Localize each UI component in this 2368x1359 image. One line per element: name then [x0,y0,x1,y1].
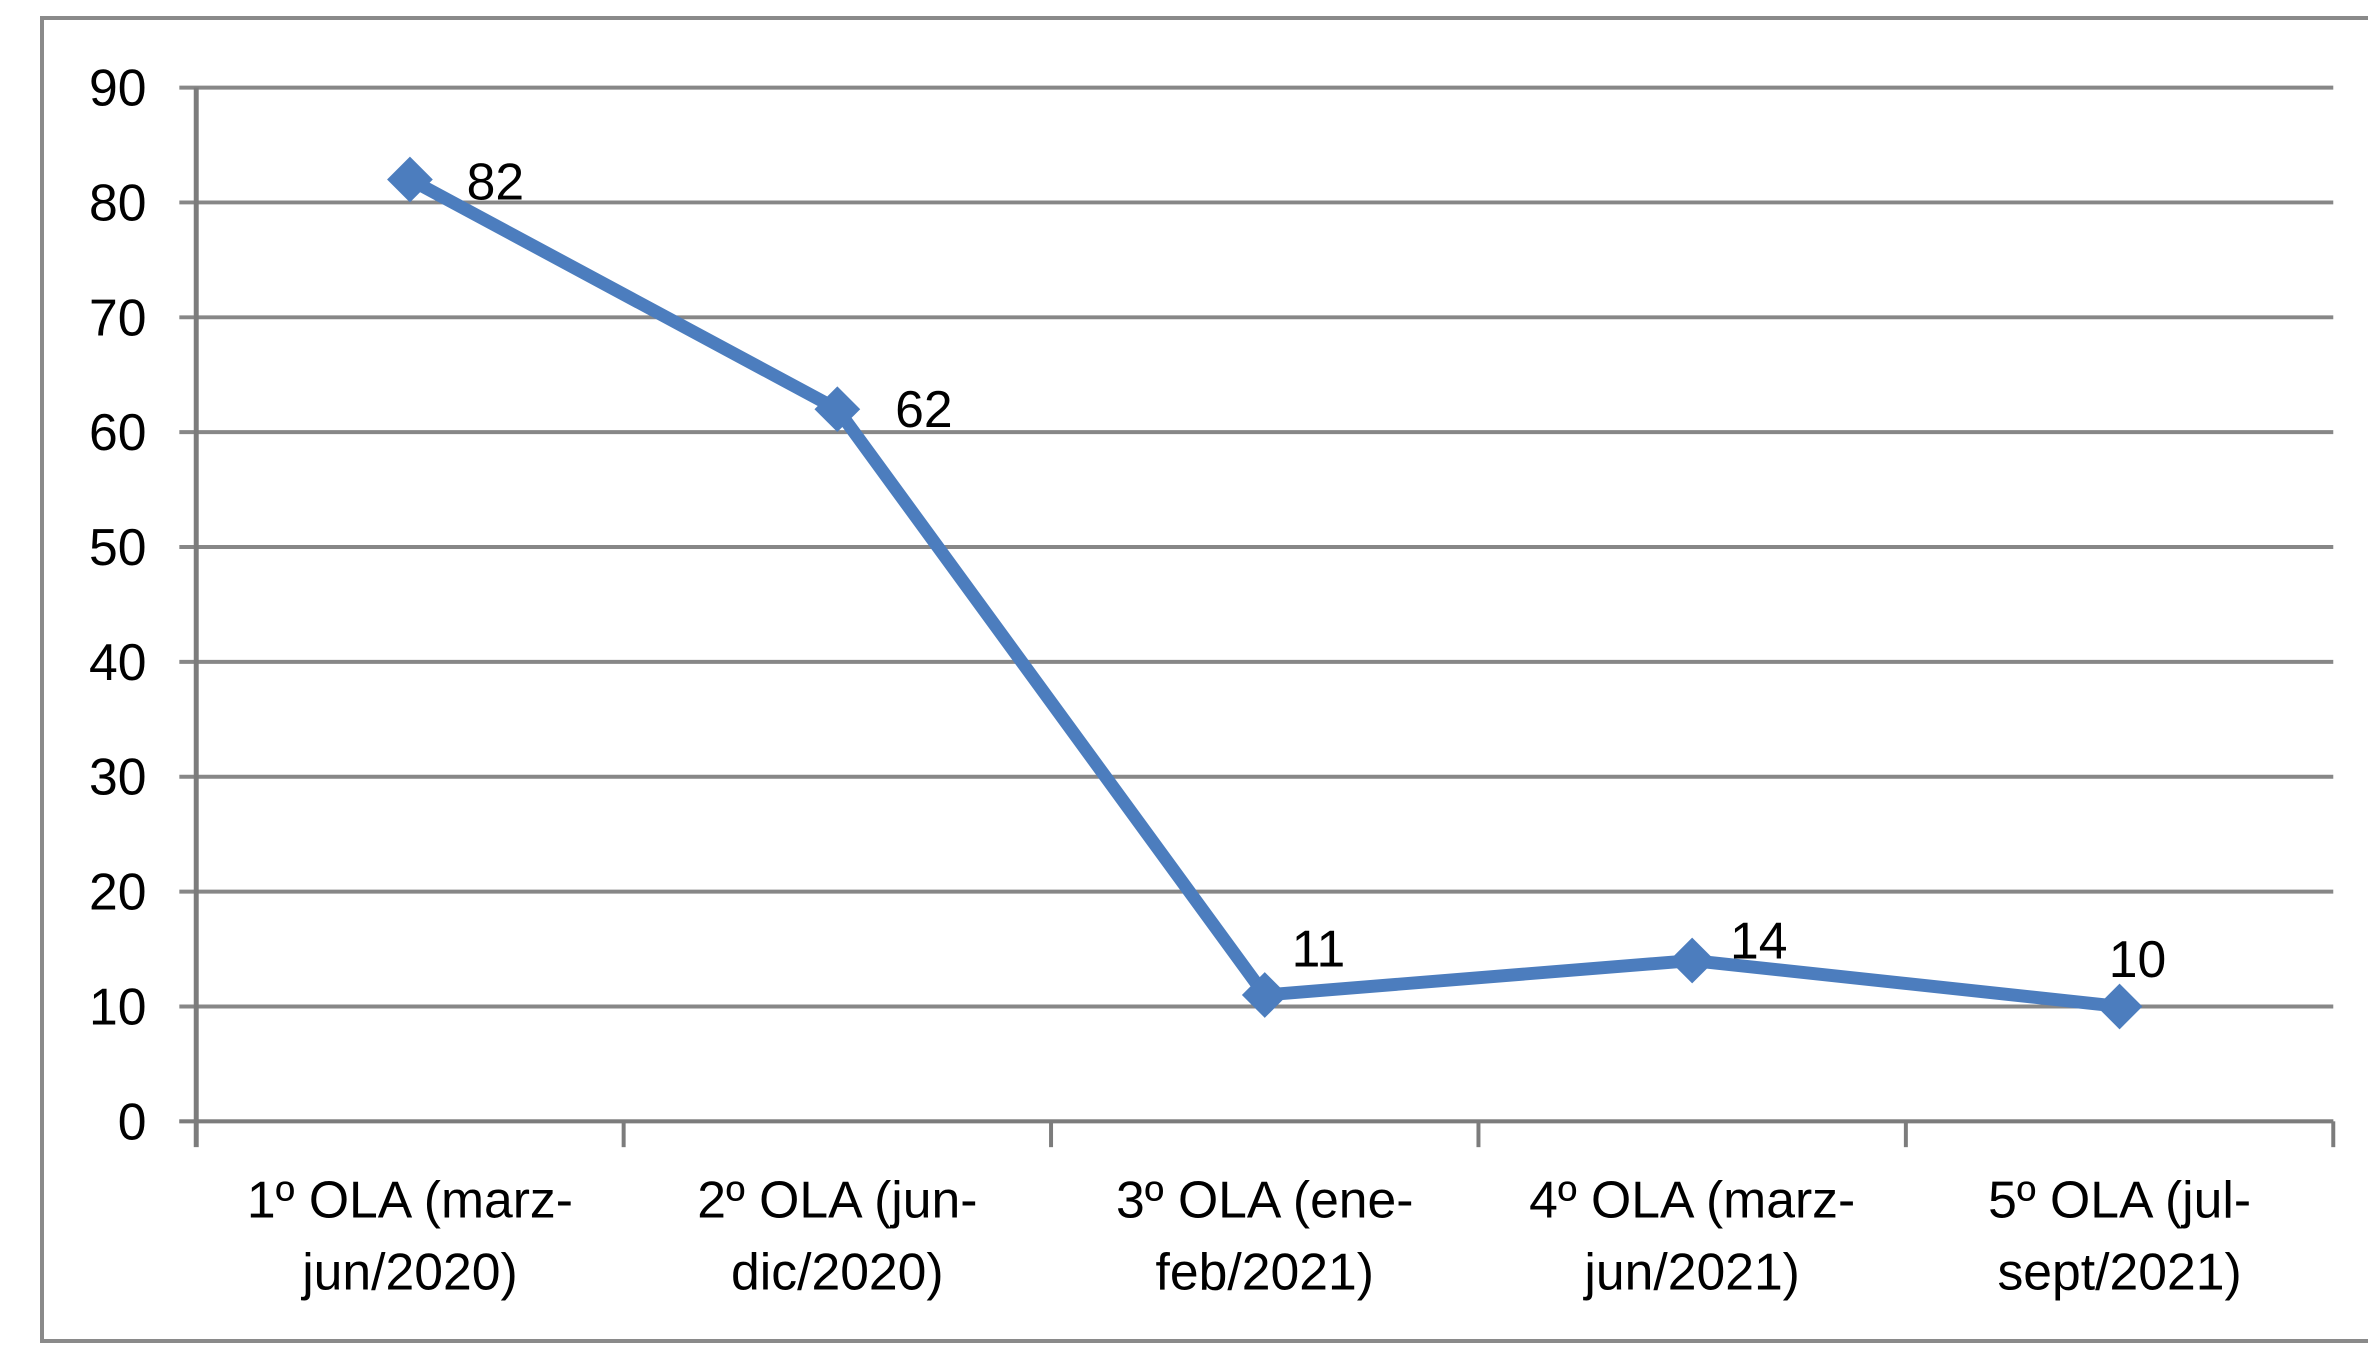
data-point-marker [2096,983,2143,1030]
y-axis-tick-label: 20 [89,863,146,921]
data-point-marker [1669,937,1716,984]
data-label: 10 [2109,930,2166,988]
y-axis-tick-label: 10 [89,977,146,1035]
data-label: 62 [895,380,952,438]
chart-svg: 0 10 20 30 40 50 60 70 80 90 1º OLA (marz-jun/2020… [89,59,2336,1301]
data-label: 82 [467,152,524,210]
x-axis-category-label: 4º OLA (marz-jun/2021) [1529,1171,1855,1301]
y-axis-tick-label: 80 [89,173,146,231]
x-axis-category-label: 2º OLA (jun-dic/2020) [697,1171,977,1301]
data-point-marker [387,156,433,203]
y-axis-tick-label: 60 [89,403,146,461]
x-axis-category-label: 3º OLA (ene-feb/2021) [1116,1171,1414,1301]
data-point-marker [1241,972,1288,1018]
y-axis-tick-label: 40 [89,633,146,691]
y-axis-tick-label: 90 [89,59,146,117]
data-label: 11 [1292,919,1346,977]
line-chart-figure: 0 10 20 30 40 50 60 70 80 90 1º OLA (marz-jun/2020… [40,16,2368,1343]
data-point-marker [814,386,861,433]
y-axis-tick-label: 30 [89,748,146,806]
x-axis-category-label: 1º OLA (marz-jun/2020) [247,1171,573,1301]
y-axis-tick-label: 70 [89,288,146,346]
data-label: 14 [1730,912,1787,970]
series-line [403,173,2127,1013]
y-axis-tick-label: 50 [89,518,146,576]
x-axis-category-label: 5º OLA (jul-sept/2021) [1988,1171,2251,1301]
y-axis-tick-label: 0 [118,1092,147,1150]
